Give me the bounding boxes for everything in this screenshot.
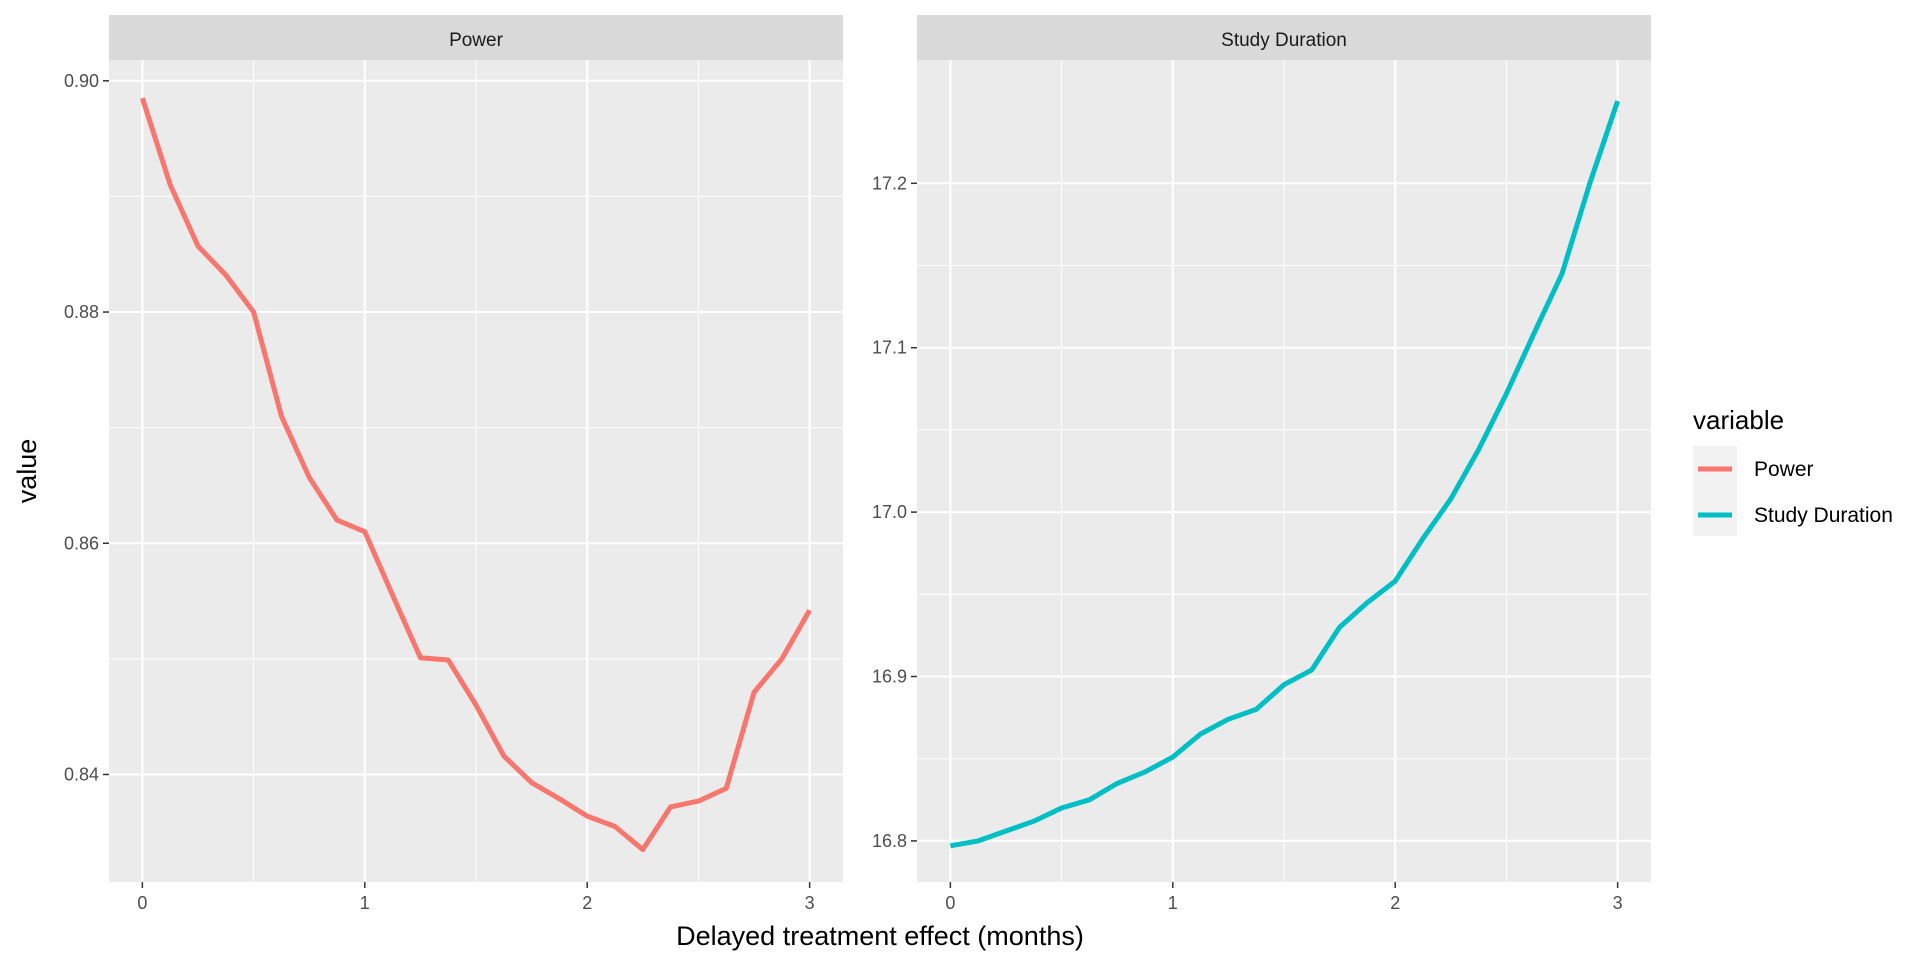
x-tick-label: 3 (805, 893, 815, 913)
strip-background (917, 15, 1651, 60)
series-line (949, 100, 1620, 849)
x-axis-ticks: 0 1 2 3 (137, 882, 815, 913)
y-tick-label: 17.2 (872, 173, 907, 193)
facet-power: Power 0.84 0.86 0.88 0.90 0 1 2 3 (64, 15, 843, 913)
legend-item-power: Power (1693, 446, 1814, 491)
y-tick-label: 16.8 (872, 831, 907, 851)
y-tick-label: 0.84 (64, 764, 99, 784)
series-study-duration (949, 100, 1620, 849)
y-tick-label: 0.86 (64, 533, 99, 553)
series-power (140, 97, 812, 853)
grid-lines (109, 60, 843, 882)
x-axis-title: Delayed treatment effect (months) (676, 921, 1084, 951)
x-axis-ticks: 0 1 2 3 (945, 882, 1623, 913)
legend: variable Power Study Duration (1693, 405, 1893, 536)
legend-title: variable (1693, 405, 1784, 435)
x-tick-label: 2 (582, 893, 592, 913)
series-line (140, 97, 812, 853)
y-tick-label: 0.90 (64, 71, 99, 91)
legend-label: Power (1754, 458, 1814, 481)
legend-item-study-duration: Study Duration (1693, 491, 1893, 536)
y-tick-label: 0.88 (64, 302, 99, 322)
x-tick-label: 1 (360, 893, 370, 913)
strip-label: Power (449, 30, 504, 51)
y-tick-label: 17.1 (872, 338, 907, 358)
y-tick-label: 16.9 (872, 667, 907, 687)
x-tick-label: 2 (1390, 893, 1400, 913)
x-tick-label: 1 (1168, 893, 1178, 913)
y-axis-title: value (12, 439, 42, 504)
x-tick-label: 0 (945, 893, 955, 913)
x-tick-label: 0 (137, 893, 147, 913)
y-axis-ticks: 0.84 0.86 0.88 0.90 (64, 71, 109, 784)
strip-label: Study Duration (1221, 30, 1347, 51)
strip-background (109, 15, 843, 60)
legend-label: Study Duration (1754, 504, 1893, 527)
x-tick-label: 3 (1613, 893, 1623, 913)
y-tick-label: 17.0 (872, 502, 907, 522)
facet-study-duration: Study Duration 16.8 16.9 17.0 17.1 17.2 0 1 2 3 (872, 15, 1651, 913)
y-axis-ticks: 16.8 16.9 17.0 17.1 17.2 (872, 173, 917, 851)
